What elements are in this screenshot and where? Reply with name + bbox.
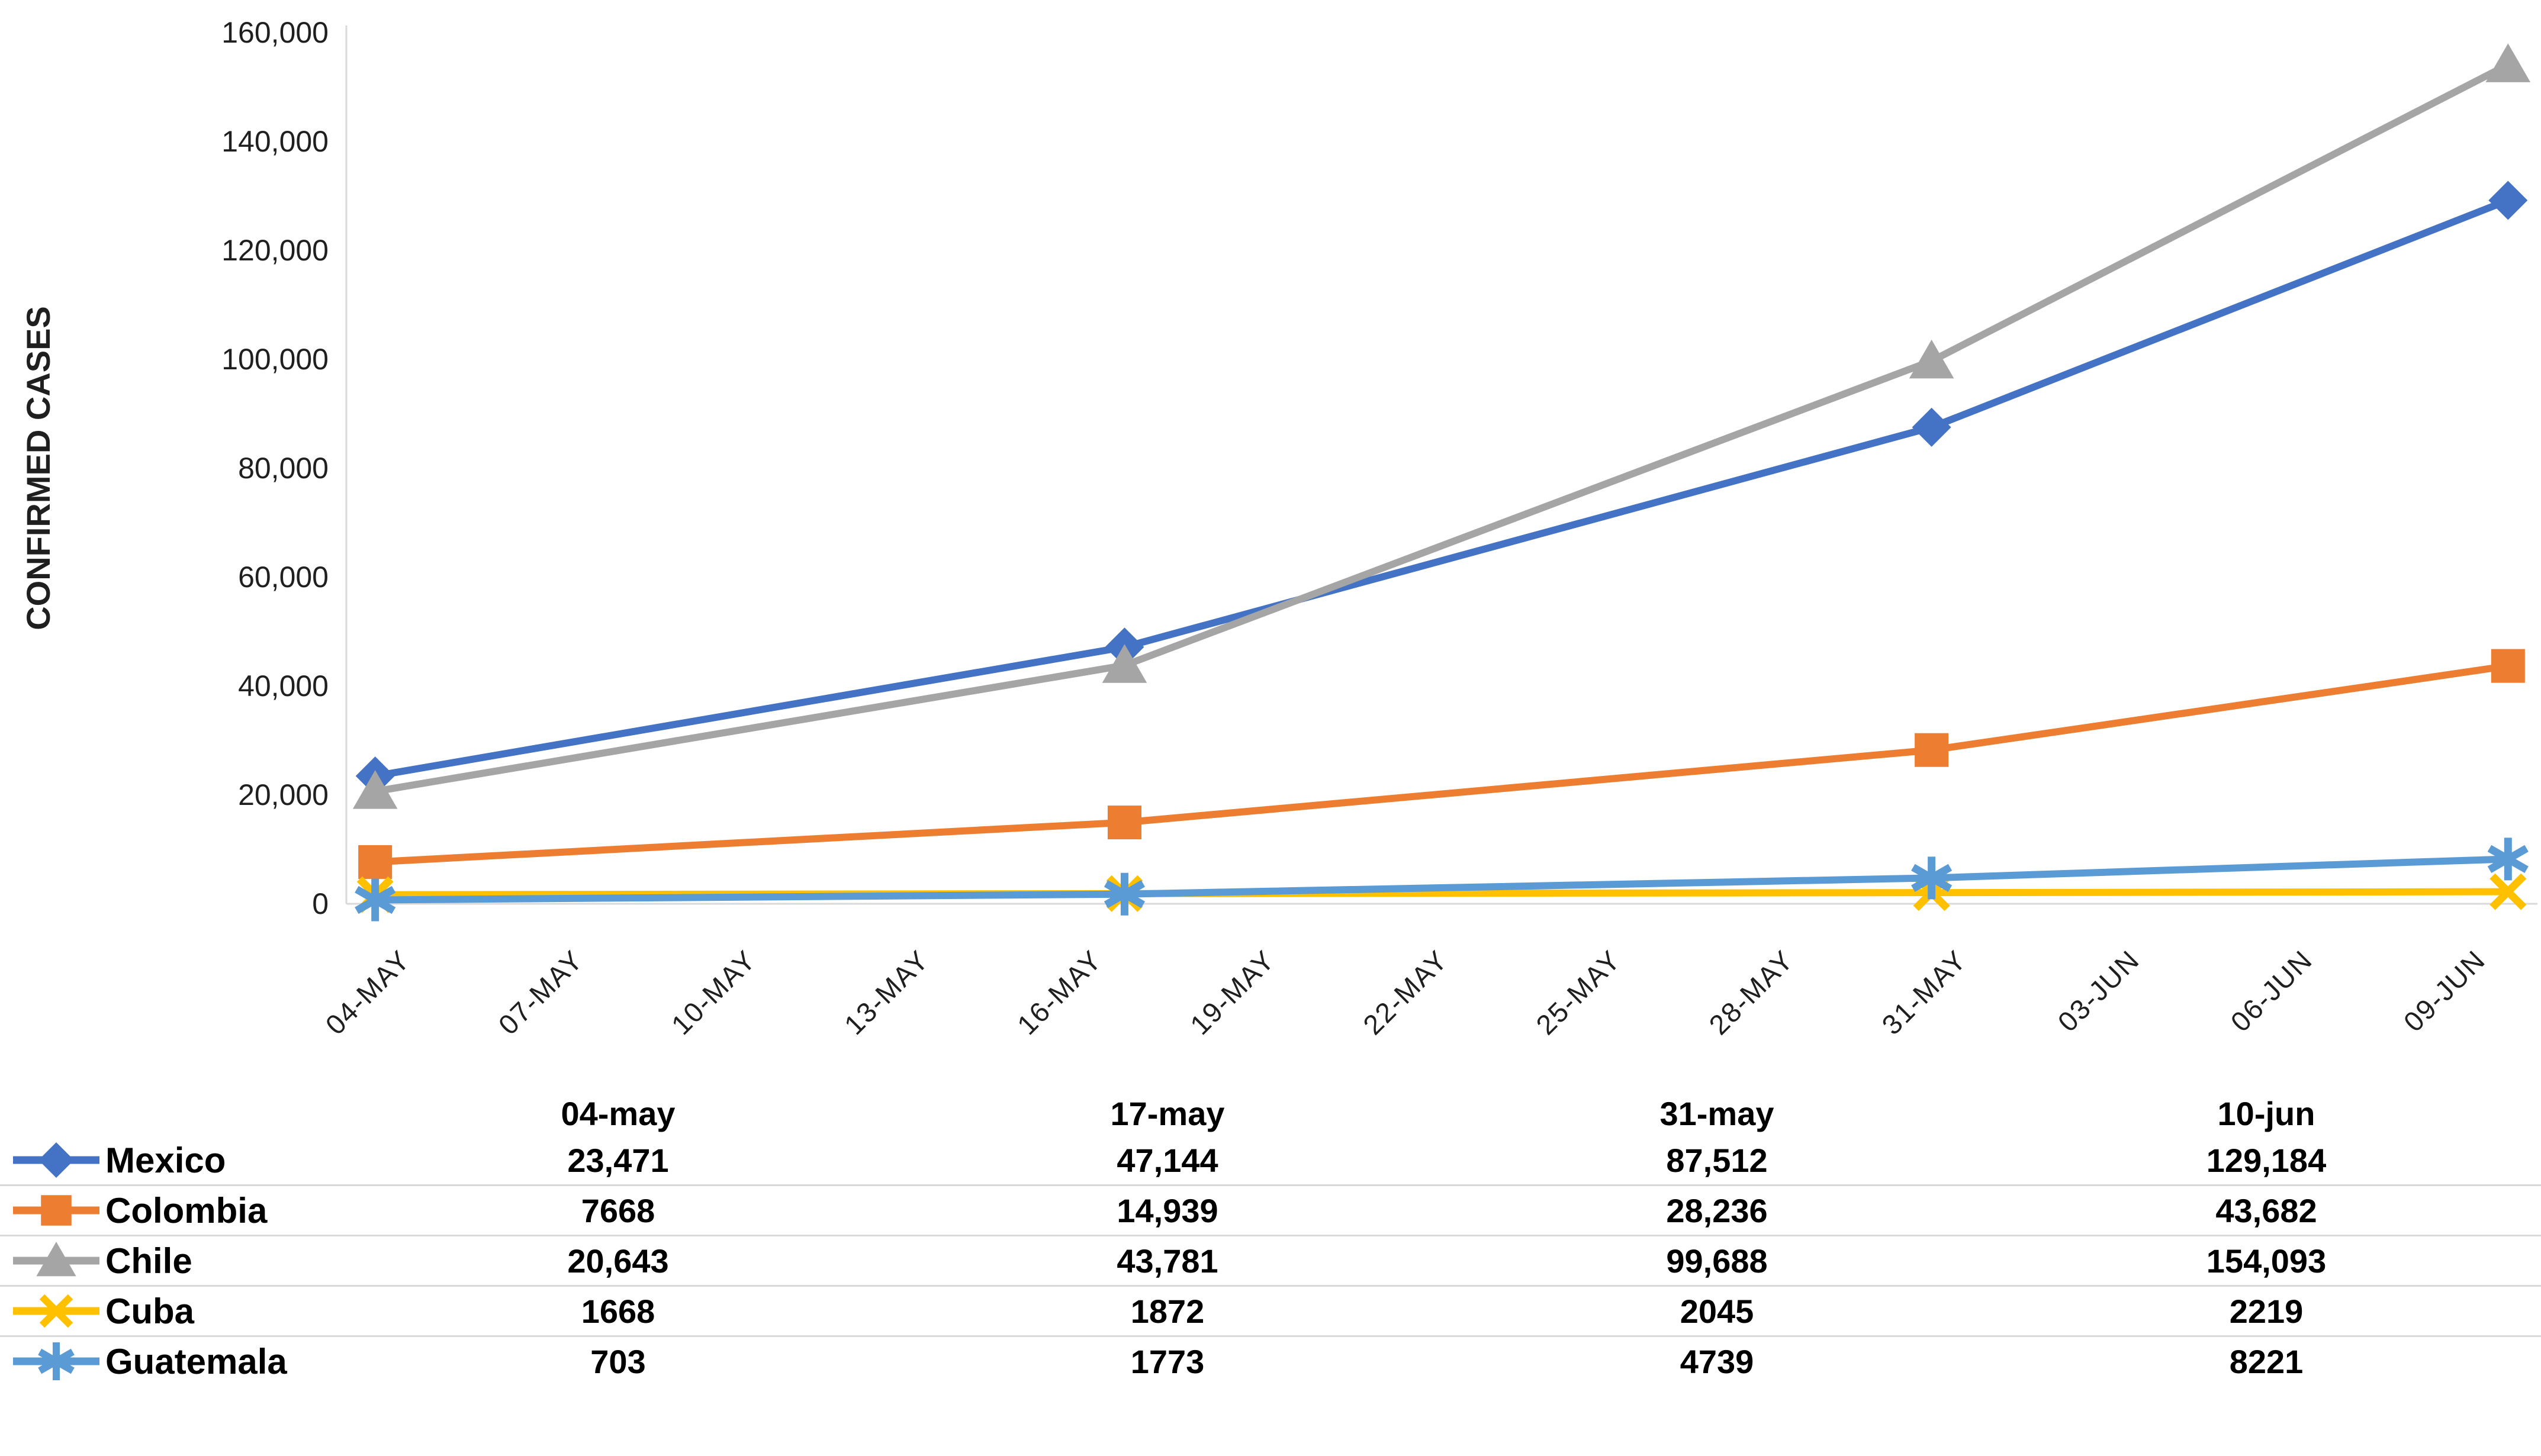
value-cell: 154,093 [2206, 1242, 2327, 1280]
x-tick-label: 09-JUN [2397, 944, 2491, 1038]
value-cell: 2219 [2229, 1292, 2304, 1330]
table-header-04-may: 04-may [561, 1095, 676, 1132]
x-tick-label: 19-MAY [1184, 944, 1281, 1041]
series-chile-line [374, 62, 2510, 795]
country-label: Guatemala [105, 1341, 287, 1381]
table-row-chile: Chile 20,643 43,781 99,688 154,093 [0, 1235, 2541, 1285]
series-chile-marker [352, 770, 398, 809]
legend-cell-colombia: Colombia [0, 1186, 343, 1235]
y-tick-label: 40,000 [238, 669, 329, 703]
series-mexico-line [374, 197, 2510, 779]
table-row-mexico: Mexico 23,471 47,144 87,512 129,184 [0, 1136, 2541, 1184]
x-tick-label: 03-JUN [2051, 944, 2146, 1038]
value-cell: 1872 [1130, 1292, 1205, 1330]
y-tick-label: 0 [312, 887, 329, 920]
series-chile-marker [1909, 339, 1954, 379]
x-tick-label: 10-MAY [665, 944, 762, 1041]
series-colombia-marker [1915, 733, 1949, 767]
legend-cell-mexico: Mexico [0, 1136, 343, 1184]
table-header-31-may: 31-may [1659, 1095, 1774, 1132]
series-colombia-marker [1107, 806, 1141, 840]
table-row-colombia: Colombia 7668 14,939 28,236 43,682 [0, 1184, 2541, 1235]
value-cell: 703 [590, 1342, 646, 1380]
x-tick-label: 04-MAY [319, 944, 416, 1041]
country-label: Colombia [105, 1190, 268, 1230]
chile-triangle-series-icon [13, 1242, 99, 1277]
table-header-17-may: 17-may [1110, 1095, 1225, 1132]
y-tick-label: 120,000 [221, 234, 329, 267]
cuba-x-series-icon [13, 1294, 99, 1328]
x-tick-label: 13-MAY [838, 944, 935, 1041]
x-tick-label: 07-MAY [492, 944, 589, 1041]
legend-marker-colombia [41, 1195, 72, 1226]
value-cell: 23,471 [567, 1141, 669, 1179]
y-tick-label: 20,000 [238, 778, 329, 811]
value-cell: 43,781 [1117, 1242, 1218, 1280]
series-mexico-marker [1912, 407, 1951, 447]
x-tick-label: 31-MAY [1876, 944, 1973, 1041]
confirmed-cases-line-chart: CONFIRMED CASES 0 20,000 40,000 60,000 80,00… [20, 16, 2537, 1041]
value-cell: 47,144 [1117, 1141, 1218, 1179]
value-cell: 2045 [1680, 1292, 1754, 1330]
value-cell: 1668 [581, 1292, 655, 1330]
series-colombia-line [375, 662, 2509, 866]
value-cell: 14,939 [1117, 1191, 1218, 1229]
series-colombia-marker [358, 845, 393, 879]
series-guatemala-marker [1104, 872, 1146, 916]
series-guatemala-marker [2487, 837, 2529, 881]
value-cell: 7668 [581, 1191, 655, 1229]
x-tick-label: 22-MAY [1357, 944, 1454, 1041]
data-table: 04-may 17-may 31-may 10-jun Mexico 23,47… [0, 1092, 2541, 1386]
line-chart-area: CONFIRMED CASES 0 20,000 40,000 60,000 80,00… [20, 16, 2537, 1041]
x-tick-label: 25-MAY [1530, 944, 1627, 1041]
value-cell: 99,688 [1666, 1242, 1768, 1280]
value-cell: 4739 [1680, 1342, 1754, 1380]
series-cuba-marker [2489, 873, 2527, 910]
legend-marker-guatemala [38, 1342, 75, 1380]
country-label: Cuba [105, 1291, 194, 1331]
legend-marker-mexico [38, 1142, 74, 1178]
colombia-square-series-icon [13, 1195, 99, 1226]
table-row-cuba: Cuba 1668 1872 2045 2219 [0, 1285, 2541, 1335]
series-guatemala-line [375, 855, 2508, 904]
guatemala-asterisk-series-icon [13, 1342, 99, 1380]
y-tick-label: 60,000 [238, 561, 329, 594]
value-cell: 1773 [1130, 1342, 1205, 1380]
y-tick-label: 140,000 [221, 125, 329, 158]
series-guatemala-marker [1911, 856, 1953, 900]
x-tick-label: 28-MAY [1703, 944, 1800, 1041]
legend-cell-cuba: Cuba [0, 1287, 343, 1335]
series-mexico-marker [2488, 181, 2528, 220]
value-cell: 20,643 [567, 1242, 669, 1280]
legend-marker-cuba [39, 1294, 73, 1328]
mexico-diamond-series-icon [13, 1142, 99, 1178]
legend-marker-chile [36, 1242, 76, 1277]
table-header-row: 04-may 17-may 31-may 10-jun [0, 1092, 2541, 1136]
value-cell: 87,512 [1666, 1141, 1768, 1179]
series-chile-marker [1102, 644, 1147, 683]
series-guatemala-marker [355, 878, 396, 922]
series-chile-marker [2485, 43, 2531, 82]
table-row-guatemala: Guatemala 703 1773 4739 8221 [0, 1335, 2541, 1386]
y-axis-title: CONFIRMED CASES [20, 306, 57, 630]
value-cell: 28,236 [1666, 1191, 1768, 1229]
value-cell: 129,184 [2206, 1141, 2327, 1179]
series-colombia-marker [2491, 649, 2525, 683]
y-tick-label: 80,000 [238, 452, 329, 485]
legend-cell-guatemala: Guatemala [0, 1337, 343, 1386]
value-cell: 8221 [2229, 1342, 2304, 1380]
x-tick-label: 06-JUN [2224, 944, 2318, 1038]
x-tick-label: 16-MAY [1011, 944, 1108, 1041]
y-tick-label: 160,000 [221, 16, 329, 49]
legend-cell-chile: Chile [0, 1236, 343, 1285]
table-header-10-jun: 10-jun [2217, 1095, 2315, 1132]
country-label: Chile [105, 1241, 192, 1281]
country-label: Mexico [105, 1140, 226, 1180]
y-tick-label: 100,000 [221, 343, 329, 376]
value-cell: 43,682 [2215, 1191, 2317, 1229]
